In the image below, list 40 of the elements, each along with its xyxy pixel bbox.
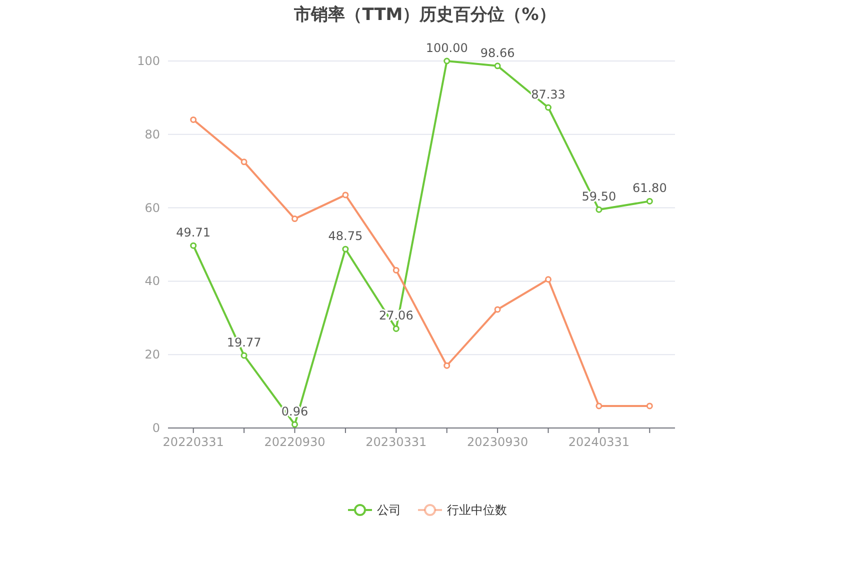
point	[342, 246, 349, 252]
data-label: 100.00	[426, 41, 468, 55]
point	[596, 206, 602, 213]
chart-title: 市销率（TTM）历史百分位（%）	[293, 5, 556, 25]
x-tick-label: 20230930	[467, 435, 528, 449]
data-label: 87.33	[531, 88, 566, 102]
point	[392, 325, 400, 332]
x-tick-label: 20220331	[162, 435, 224, 449]
point	[545, 276, 552, 283]
x-tick-label: 20230331	[366, 435, 427, 449]
data-label: 49.71	[176, 226, 211, 240]
x-tick-label: 20240331	[568, 435, 630, 449]
point	[646, 402, 653, 410]
legend-label: 行业中位数	[447, 503, 507, 517]
point	[240, 352, 248, 359]
y-tick-label: 40	[144, 274, 160, 288]
point	[190, 242, 197, 249]
point	[292, 421, 298, 428]
point	[596, 402, 602, 410]
y-tick-label: 20	[144, 348, 160, 362]
point	[392, 266, 400, 274]
data-label: 48.75	[328, 229, 363, 244]
point	[444, 58, 450, 64]
point	[444, 362, 450, 369]
data-label: 98.66	[480, 46, 515, 60]
point	[292, 216, 298, 222]
point	[494, 62, 501, 70]
point	[342, 192, 349, 198]
y-tick-label: 100	[137, 54, 160, 68]
point	[646, 198, 653, 204]
legend-label: 公司	[377, 503, 401, 517]
point	[190, 116, 197, 123]
y-tick-label: 60	[144, 200, 160, 215]
data-label: 61.80	[632, 181, 667, 196]
x-tick-label: 20220930	[264, 435, 326, 449]
point	[494, 306, 501, 313]
y-tick-label: 80	[144, 127, 160, 142]
point	[545, 104, 552, 111]
y-tick-label: 0	[152, 421, 160, 435]
point	[240, 158, 248, 166]
